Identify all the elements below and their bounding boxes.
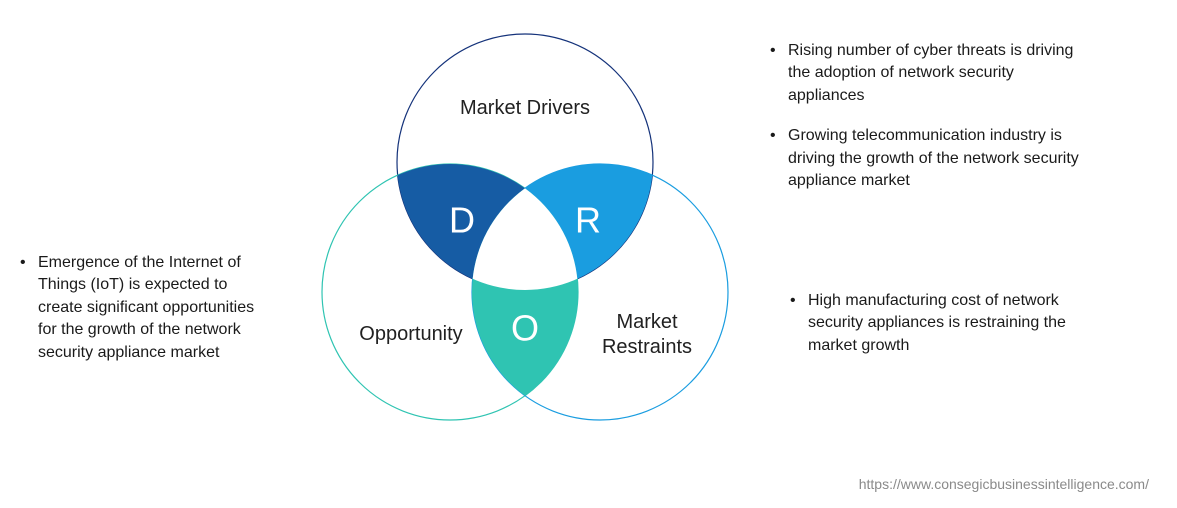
restraints-bullets: High manufacturing cost of network secur… (790, 290, 1090, 375)
list-item: Emergence of the Internet of Things (IoT… (20, 252, 260, 364)
opportunity-bullets: Emergence of the Internet of Things (IoT… (20, 252, 260, 382)
list-item: High manufacturing cost of network secur… (790, 290, 1090, 357)
label-restraints: Market Restraints (582, 310, 712, 360)
label-drivers: Market Drivers (460, 96, 590, 121)
letter-d: D (449, 200, 475, 241)
venn-svg: D R O (300, 20, 750, 460)
list-item: Rising number of cyber threats is drivin… (770, 40, 1090, 107)
letter-r: R (575, 200, 601, 241)
infographic-root: D R O Market Drivers Opportunity Market … (0, 0, 1177, 508)
label-opportunity: Opportunity (346, 322, 476, 347)
list-item: Growing telecommunication industry is dr… (770, 125, 1090, 192)
letter-o: O (511, 308, 539, 349)
drivers-bullets: Rising number of cyber threats is drivin… (770, 40, 1090, 210)
venn-diagram: D R O Market Drivers Opportunity Market … (300, 20, 750, 460)
source-url: https://www.consegicbusinessintelligence… (859, 476, 1149, 492)
